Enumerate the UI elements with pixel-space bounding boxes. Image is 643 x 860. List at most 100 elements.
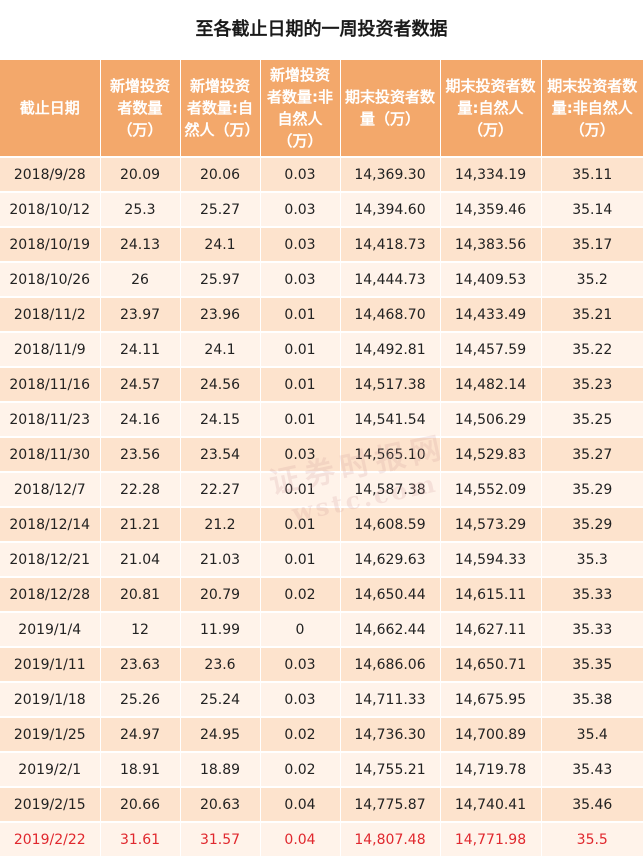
cell-new-non-natural: 0.03 [260,227,341,263]
cell-new-investors: 25.26 [100,682,181,718]
table-row: 2018/11/16 24.57 24.56 0.01 14,517.38 14,482.… [0,367,643,403]
table-row: 2018/12/7 22.28 22.27 0.01 14,587.38 14,552.0… [0,472,643,508]
cell-end-natural: 14,334.19 [440,157,542,193]
cell-end-investors: 14,541.54 [340,402,441,438]
cell-end-natural: 14,700.89 [440,717,542,753]
cell-end-natural: 14,482.14 [440,367,542,403]
table-row: 2019/1/4 12 11.99 0 14,662.44 14,627.11 35.33 [0,612,643,648]
cell-new-investors: 21.04 [100,542,181,578]
cell-cutoff-date: 2019/2/22 [0,822,101,858]
cell-new-investors: 31.61 [100,822,181,858]
cell-new-investors: 12 [100,612,181,648]
cell-new-natural: 25.97 [180,262,261,298]
cell-new-non-natural: 0.03 [260,647,341,683]
cell-end-non-natural: 35.27 [541,437,643,473]
cell-new-investors: 23.97 [100,297,181,333]
cell-new-investors: 24.13 [100,227,181,263]
cell-new-investors: 20.66 [100,787,181,823]
cell-new-investors: 24.57 [100,367,181,403]
cell-new-non-natural: 0.01 [260,297,341,333]
cell-new-investors: 23.56 [100,437,181,473]
cell-new-non-natural: 0.02 [260,752,341,788]
cell-end-natural: 14,457.59 [440,332,542,368]
cell-cutoff-date: 2018/11/2 [0,297,101,333]
cell-end-natural: 14,383.56 [440,227,542,263]
cell-new-natural: 20.63 [180,787,261,823]
cell-new-natural: 24.56 [180,367,261,403]
table-row: 2019/1/11 23.63 23.6 0.03 14,686.06 14,650.71… [0,647,643,683]
cell-new-non-natural: 0.04 [260,787,341,823]
investor-data-table: 截止日期 新增投资者数量（万） 新增投资者数量:自然人（万） 新增投资者数量:非… [0,60,643,858]
cell-end-non-natural: 35.11 [541,157,643,193]
cell-cutoff-date: 2019/1/25 [0,717,101,753]
cell-new-natural: 22.27 [180,472,261,508]
cell-new-non-natural: 0.01 [260,507,341,543]
cell-end-investors: 14,775.87 [340,787,441,823]
cell-end-non-natural: 35.35 [541,647,643,683]
cell-new-non-natural: 0.03 [260,262,341,298]
cell-new-investors: 18.91 [100,752,181,788]
table-row: 2019/2/22 31.61 31.57 0.04 14,807.48 14,771.9… [0,822,643,858]
table-row: 2018/10/12 25.3 25.27 0.03 14,394.60 14,359.4… [0,192,643,228]
cell-new-natural: 20.79 [180,577,261,613]
cell-cutoff-date: 2018/12/28 [0,577,101,613]
cell-new-investors: 20.81 [100,577,181,613]
cell-cutoff-date: 2019/2/15 [0,787,101,823]
cell-end-investors: 14,629.63 [340,542,441,578]
cell-end-investors: 14,608.59 [340,507,441,543]
cell-end-investors: 14,444.73 [340,262,441,298]
cell-end-investors: 14,736.30 [340,717,441,753]
cell-end-investors: 14,662.44 [340,612,441,648]
cell-new-investors: 21.21 [100,507,181,543]
cell-new-non-natural: 0.01 [260,402,341,438]
cell-new-natural: 31.57 [180,822,261,858]
cell-end-natural: 14,650.71 [440,647,542,683]
cell-end-non-natural: 35.38 [541,682,643,718]
cell-new-investors: 22.28 [100,472,181,508]
cell-new-non-natural: 0.02 [260,717,341,753]
cell-new-investors: 20.09 [100,157,181,193]
cell-new-non-natural: 0.04 [260,822,341,858]
cell-end-natural: 14,615.11 [440,577,542,613]
cell-end-natural: 14,675.95 [440,682,542,718]
cell-new-natural: 23.54 [180,437,261,473]
cell-end-investors: 14,418.73 [340,227,441,263]
table-row: 2018/9/28 20.09 20.06 0.03 14,369.30 14,334.1… [0,157,643,193]
cell-new-natural: 24.1 [180,227,261,263]
table-row: 2018/12/28 20.81 20.79 0.02 14,650.44 14,615.… [0,577,643,613]
cell-cutoff-date: 2018/10/12 [0,192,101,228]
cell-end-natural: 14,771.98 [440,822,542,858]
cell-end-natural: 14,740.41 [440,787,542,823]
cell-end-non-natural: 35.46 [541,787,643,823]
cell-end-investors: 14,711.33 [340,682,441,718]
cell-cutoff-date: 2018/10/26 [0,262,101,298]
cell-new-natural: 21.2 [180,507,261,543]
cell-end-natural: 14,409.53 [440,262,542,298]
table-body: 2018/9/28 20.09 20.06 0.03 14,369.30 14,334.1… [0,157,643,858]
cell-end-non-natural: 35.17 [541,227,643,263]
table-row: 2019/1/18 25.26 25.24 0.03 14,711.33 14,675.9… [0,682,643,718]
table-row: 2019/1/25 24.97 24.95 0.02 14,736.30 14,700.8… [0,717,643,753]
cell-end-investors: 14,565.10 [340,437,441,473]
cell-new-natural: 11.99 [180,612,261,648]
cell-end-investors: 14,587.38 [340,472,441,508]
cell-end-natural: 14,552.09 [440,472,542,508]
cell-new-natural: 24.95 [180,717,261,753]
cell-cutoff-date: 2018/10/19 [0,227,101,263]
cell-new-investors: 24.16 [100,402,181,438]
cell-new-non-natural: 0.01 [260,542,341,578]
cell-new-non-natural: 0 [260,612,341,648]
header-end-non-natural: 期末投资者数量:非自然人（万） [541,60,643,158]
cell-new-non-natural: 0.03 [260,682,341,718]
cell-new-investors: 24.97 [100,717,181,753]
cell-end-non-natural: 35.4 [541,717,643,753]
cell-cutoff-date: 2018/11/23 [0,402,101,438]
table-row: 2018/12/14 21.21 21.2 0.01 14,608.59 14,573.2… [0,507,643,543]
table-row: 2018/11/30 23.56 23.54 0.03 14,565.10 14,529.… [0,437,643,473]
cell-new-non-natural: 0.03 [260,437,341,473]
cell-new-non-natural: 0.01 [260,472,341,508]
cell-end-natural: 14,529.83 [440,437,542,473]
cell-end-investors: 14,394.60 [340,192,441,228]
table-row: 2018/11/2 23.97 23.96 0.01 14,468.70 14,433.4… [0,297,643,333]
header-new-natural: 新增投资者数量:自然人（万） [180,60,261,158]
